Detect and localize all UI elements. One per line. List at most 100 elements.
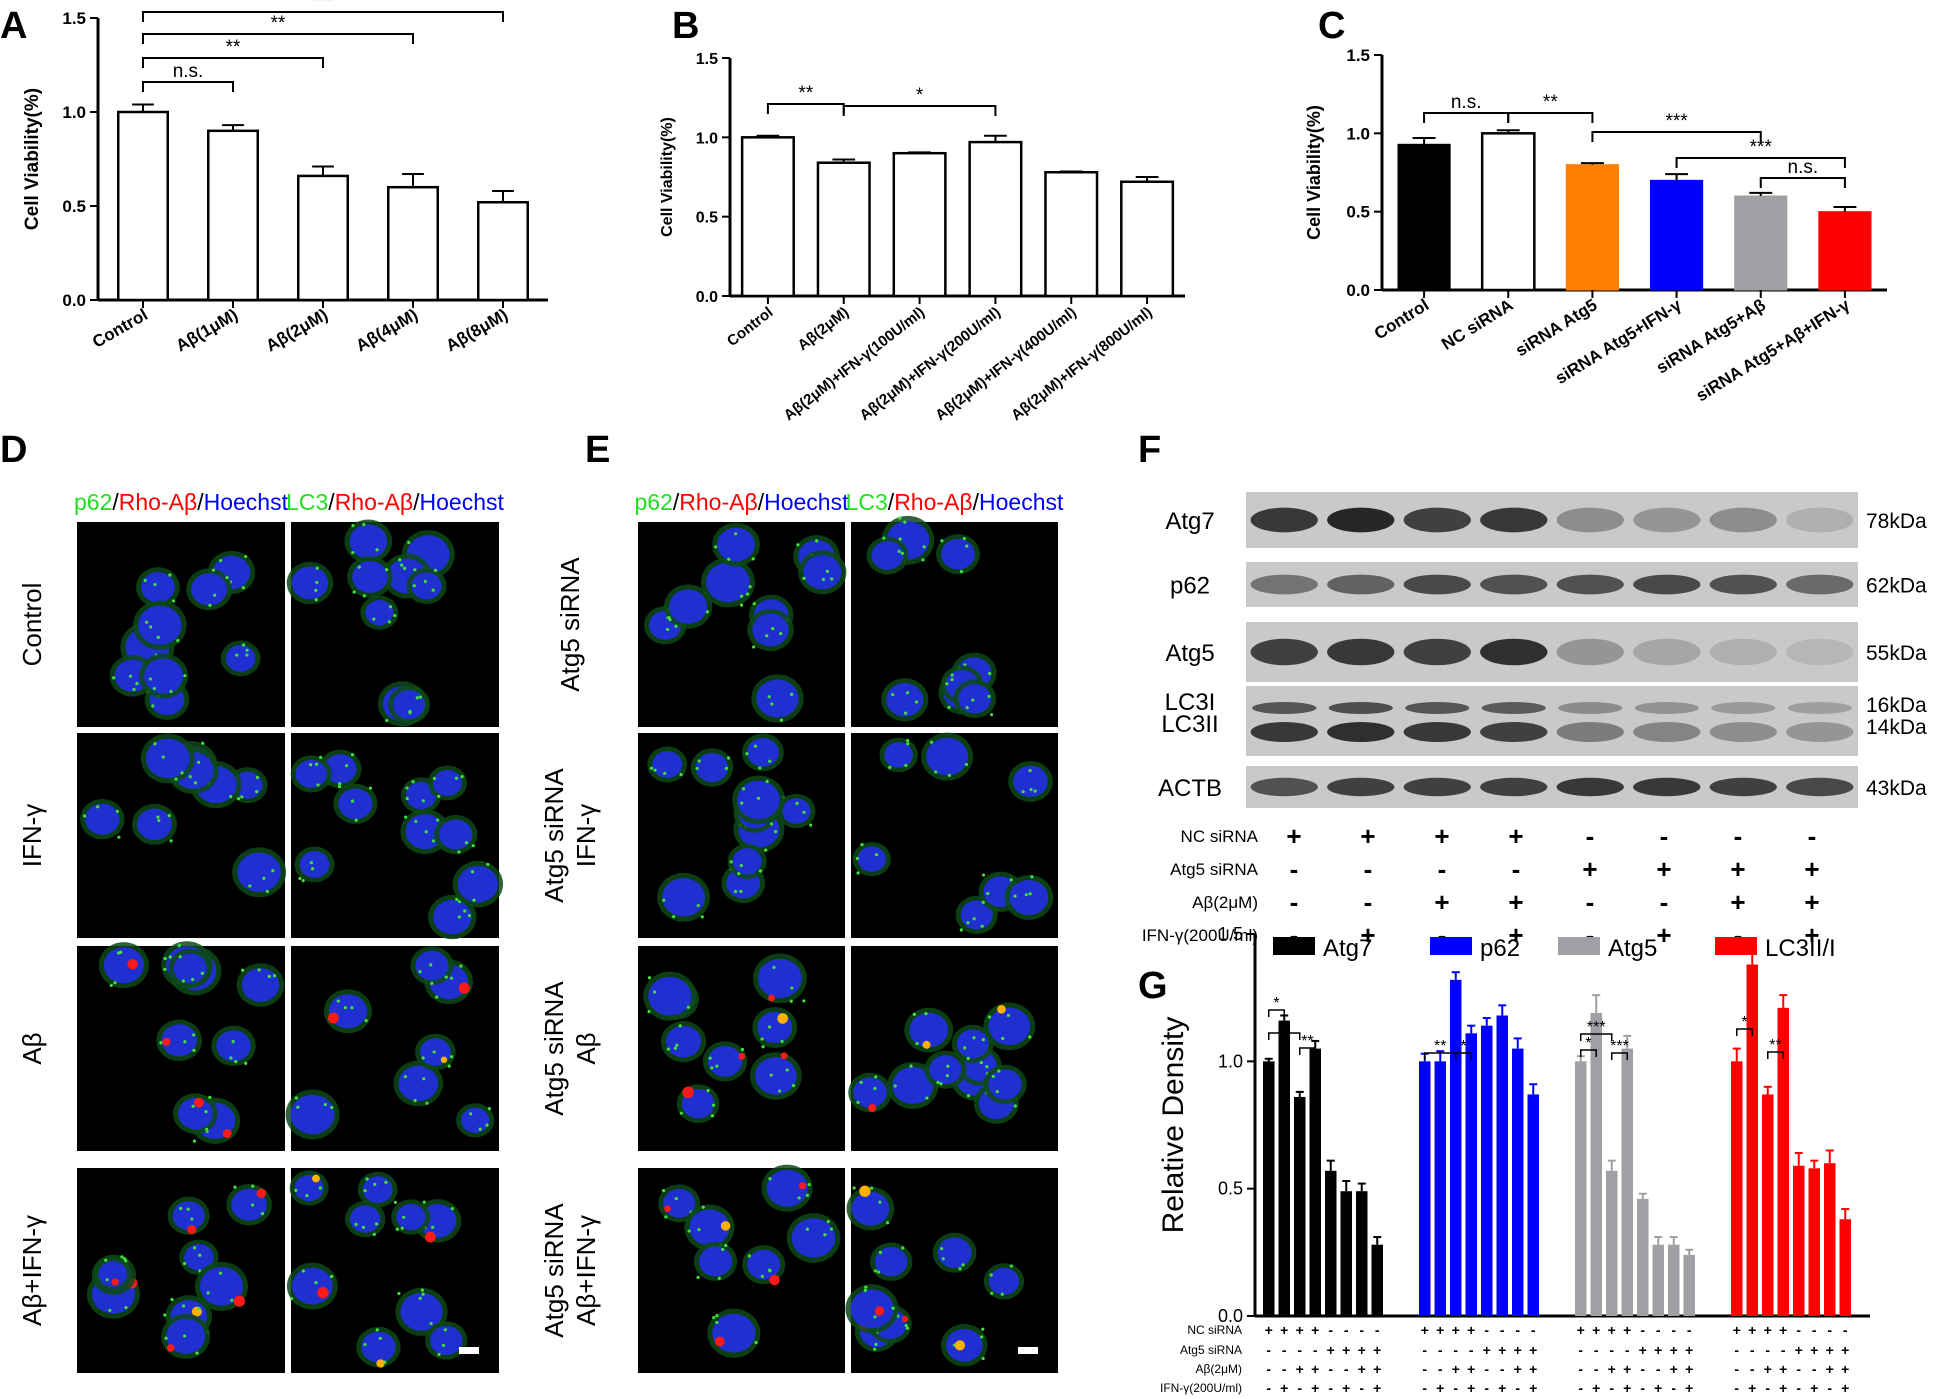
green-puncta [739,863,743,868]
green-puncta [768,1025,772,1029]
cell-nucleus [929,1055,962,1085]
cell-nucleus [338,788,373,820]
green-puncta [188,775,192,779]
red-aggregate [376,1359,385,1368]
green-puncta [395,1227,399,1231]
red-aggregate [780,1052,788,1060]
green-puncta [711,1103,716,1107]
condition-sign: - [1375,1322,1380,1338]
protein-label: p62 [1170,573,1210,600]
condition-sign: + [1296,1361,1304,1377]
green-puncta [934,770,938,774]
cell-nucleus [291,1267,333,1305]
green-puncta [478,1127,482,1131]
green-puncta [201,741,205,745]
cell-nucleus [941,538,976,570]
x-tick-label: Aβ(2μM) [263,305,331,355]
legend-swatch [1715,937,1757,955]
cell-nucleus [874,1247,908,1277]
bar [1565,164,1620,291]
cell-nucleus [433,899,472,935]
panel-d-microscopy-grid: p62/Rho-Aβ/HoechstLC3/Rho-Aβ/HoechstCont… [17,489,505,1373]
green-puncta [760,1274,764,1278]
blot-band [1709,777,1777,797]
green-puncta [422,1200,426,1204]
red-aggregate [682,1086,694,1099]
red-aggregate [798,1182,806,1190]
green-puncta [760,1037,764,1041]
condition-label: Atg5 siRNA [1170,860,1259,879]
significance-label: *** [1587,1019,1606,1036]
condition-sign: + [1810,1342,1818,1358]
green-puncta [758,766,762,770]
green-puncta [662,1189,666,1193]
condition-sign: + [1841,1380,1849,1396]
green-puncta [898,537,902,541]
condition-sign: + [1280,1380,1288,1396]
blot-band [1250,722,1318,742]
cell-nucleus [144,658,184,694]
condition-sign: - [1609,1380,1614,1396]
stain-header-part: p62 [635,489,673,515]
green-puncta [852,1186,856,1190]
condition-sign: - [1586,887,1595,917]
green-puncta [950,678,954,682]
green-puncta [301,1269,305,1273]
green-puncta [245,648,249,652]
green-puncta [400,1226,404,1230]
green-puncta [424,830,428,834]
condition-sign: - [1660,887,1669,917]
green-puncta [245,653,249,657]
green-puncta [729,860,733,864]
condition-sign: - [1290,887,1299,917]
green-puncta [802,576,806,580]
stain-header-part: / [197,489,204,515]
blot-band [1633,574,1701,595]
condition-sign: - [1734,1342,1739,1358]
y-tick-label: 1.5 [62,9,86,28]
green-puncta [385,718,389,723]
cell-nucleus [871,541,904,570]
green-puncta [354,818,358,822]
cell-nucleus [669,589,708,624]
green-puncta [364,1018,368,1023]
red-aggregate [769,1274,780,1286]
green-puncta [375,548,379,552]
green-puncta [1024,893,1028,897]
green-puncta [901,1246,905,1250]
green-puncta [1028,768,1032,773]
condition-sign: - [1484,1380,1489,1396]
significance-label: ** [1301,1033,1313,1050]
green-puncta [979,1060,983,1065]
green-puncta [352,590,356,594]
condition-sign: + [1342,1380,1350,1396]
green-puncta [701,1205,705,1209]
green-puncta [972,1036,976,1040]
green-puncta [991,1074,995,1079]
green-puncta [372,1232,376,1236]
blot-band [1403,777,1471,797]
condition-sign: + [1654,1342,1662,1358]
green-puncta [153,742,157,746]
green-puncta [802,810,806,814]
green-puncta [1028,892,1032,896]
y-tick-label: 1.0 [1218,1051,1243,1071]
green-puncta [486,862,490,867]
blot-band [1327,777,1395,797]
green-puncta [772,965,776,969]
green-puncta [903,711,908,715]
cell-nucleus [958,684,992,714]
x-tick-label: siRNA Atg5+Aβ+IFN-γ [1693,295,1854,405]
green-puncta [413,568,417,572]
green-puncta [168,955,172,959]
green-puncta [739,603,744,607]
green-puncta [204,1110,208,1114]
green-puncta [213,593,217,597]
cell-nucleus [352,560,388,593]
green-puncta [363,1342,367,1347]
condition-sign: - [1843,1322,1848,1338]
condition-sign: + [1311,1380,1319,1396]
bar [1512,1048,1524,1316]
green-puncta [471,844,475,848]
